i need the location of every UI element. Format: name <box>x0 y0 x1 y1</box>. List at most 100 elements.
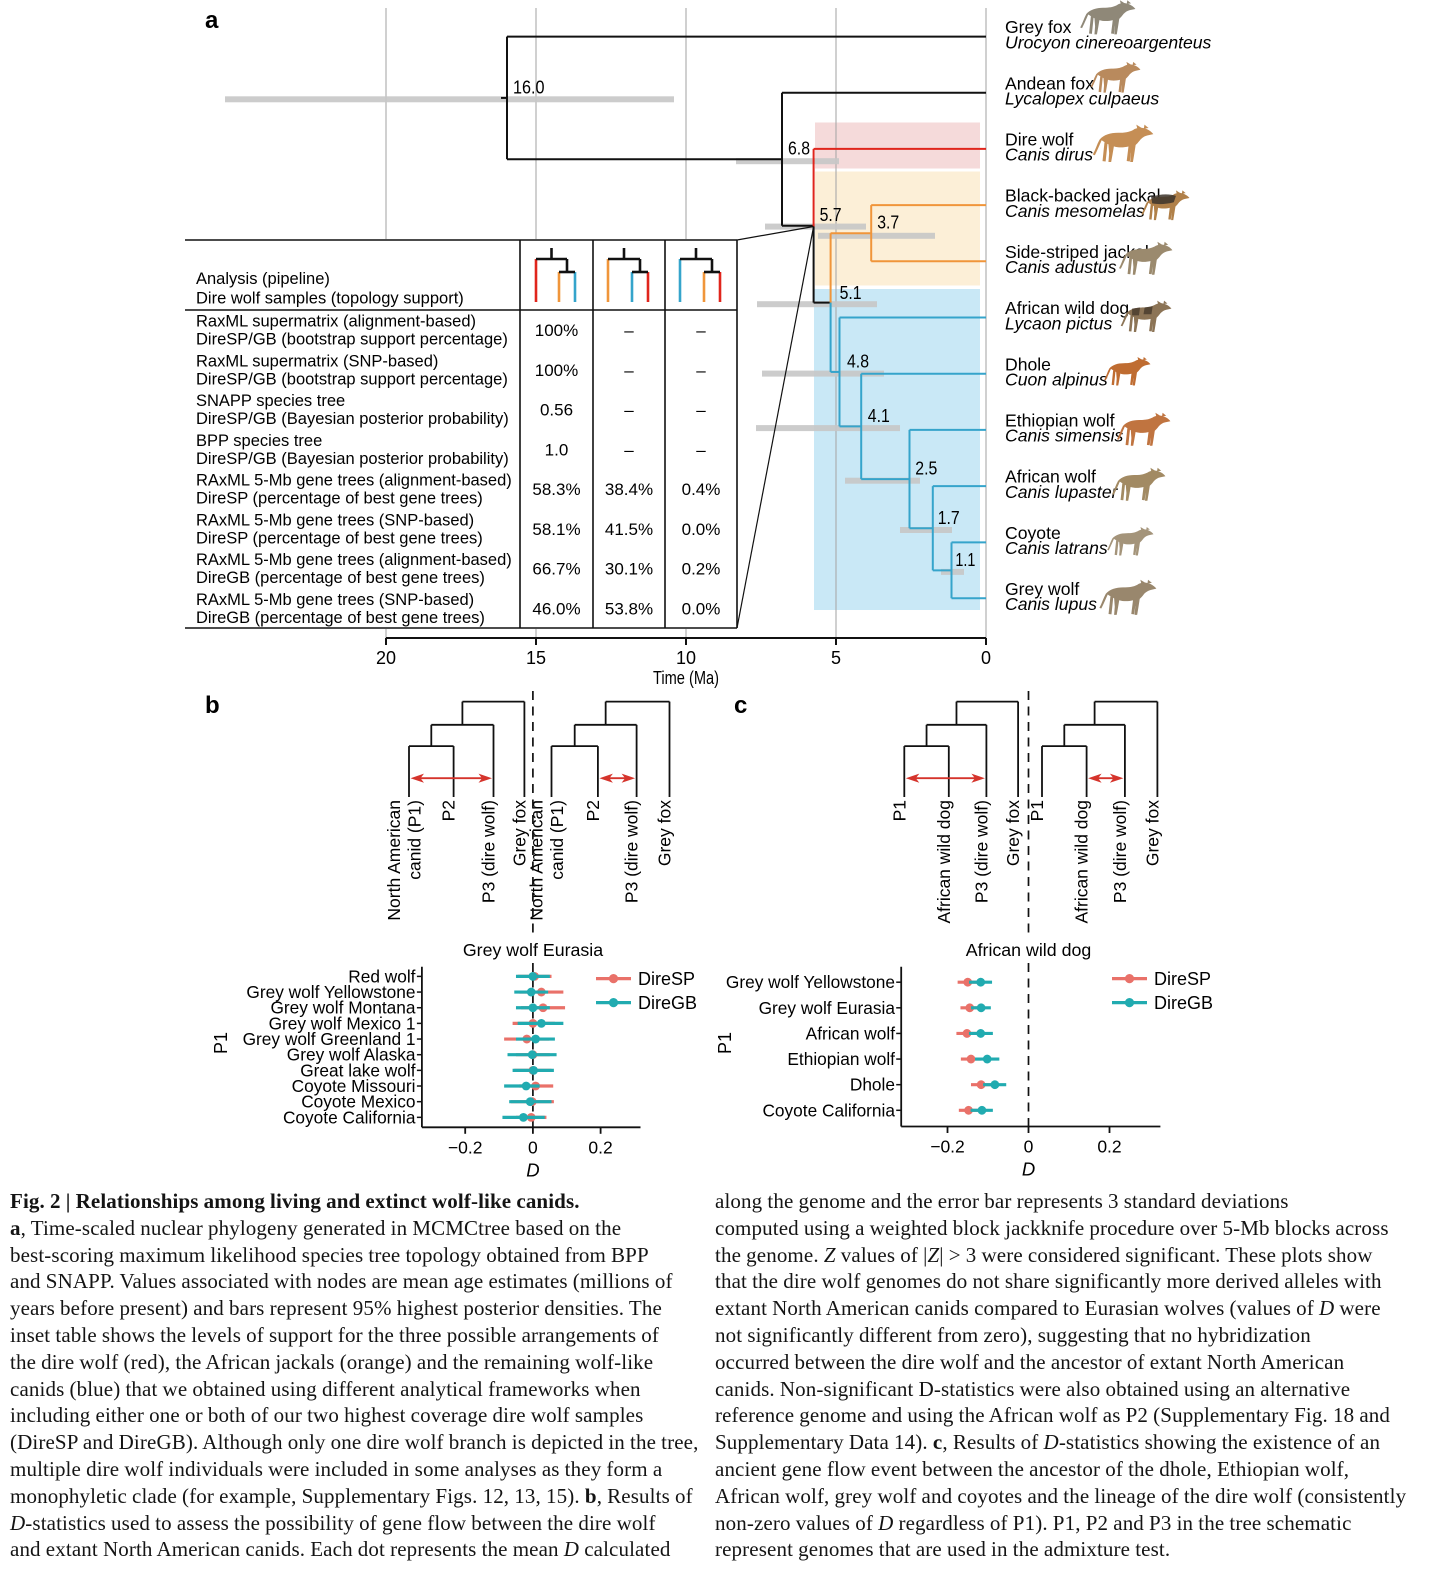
svg-text:0.2: 0.2 <box>588 1137 612 1157</box>
svg-text:Ethiopian wolf: Ethiopian wolf <box>1005 411 1115 431</box>
svg-text:African wild dog: African wild dog <box>1005 298 1129 318</box>
svg-text:RAxML 5-Mb gene trees (alignme: RAxML 5-Mb gene trees (alignment-based) <box>196 472 512 490</box>
svg-text:–: – <box>696 361 706 380</box>
svg-text:DireSP/GB (bootstrap support p: DireSP/GB (bootstrap support percentage) <box>196 370 508 388</box>
svg-text:Great lake wolf: Great lake wolf <box>300 1060 415 1080</box>
svg-text:Grey fox: Grey fox <box>1005 17 1072 37</box>
svg-text:Canis simensis: Canis simensis <box>1005 426 1124 446</box>
svg-text:Coyote: Coyote <box>1005 523 1061 543</box>
svg-text:African wild dog: African wild dog <box>1072 800 1092 924</box>
svg-text:Canis adustus: Canis adustus <box>1005 257 1117 277</box>
svg-text:Dhole: Dhole <box>850 1075 895 1095</box>
svg-text:RaxML supermatrix (SNP-based): RaxML supermatrix (SNP-based) <box>196 352 438 370</box>
svg-text:Canis lupus: Canis lupus <box>1005 594 1097 614</box>
svg-text:Grey fox: Grey fox <box>655 800 675 866</box>
svg-text:P3 (dire wolf): P3 (dire wolf) <box>971 800 991 903</box>
svg-text:Cuon alpinus: Cuon alpinus <box>1005 370 1108 390</box>
svg-text:SNAPP species tree: SNAPP species tree <box>196 392 345 410</box>
svg-text:30.1%: 30.1% <box>605 560 653 579</box>
svg-text:–: – <box>624 361 634 380</box>
svg-text:Grey wolf Eurasia: Grey wolf Eurasia <box>463 940 603 960</box>
svg-text:Dire wolf: Dire wolf <box>1005 130 1074 150</box>
svg-text:Grey wolf Montana: Grey wolf Montana <box>270 998 415 1018</box>
svg-text:0: 0 <box>1024 1137 1034 1157</box>
svg-text:1.1: 1.1 <box>955 550 975 570</box>
svg-text:100%: 100% <box>535 361 578 380</box>
svg-text:Dhole: Dhole <box>1005 354 1051 374</box>
svg-text:Coyote Mexico: Coyote Mexico <box>301 1092 415 1112</box>
svg-text:4.1: 4.1 <box>868 406 890 426</box>
svg-text:P1: P1 <box>1027 800 1047 821</box>
svg-text:–: – <box>696 401 706 420</box>
svg-text:P1: P1 <box>715 1032 735 1054</box>
svg-text:–: – <box>696 321 706 340</box>
svg-text:canid (P1): canid (P1) <box>404 800 424 880</box>
svg-text:5.1: 5.1 <box>840 283 862 303</box>
svg-text:–: – <box>624 401 634 420</box>
svg-text:Grey wolf Eurasia: Grey wolf Eurasia <box>759 998 896 1018</box>
svg-text:Grey wolf Yellowstone: Grey wolf Yellowstone <box>246 982 415 1002</box>
svg-text:DireGB (percentage of best gen: DireGB (percentage of best gene trees) <box>196 609 485 627</box>
svg-text:Coyote California: Coyote California <box>283 1107 416 1127</box>
svg-text:P3 (dire wolf): P3 (dire wolf) <box>1110 800 1130 903</box>
svg-text:5: 5 <box>831 648 841 668</box>
svg-text:Coyote Missouri: Coyote Missouri <box>292 1076 416 1096</box>
svg-text:Canis lupaster: Canis lupaster <box>1005 482 1119 502</box>
svg-text:–: – <box>624 321 634 340</box>
svg-text:DireGB (percentage of best gen: DireGB (percentage of best gene trees) <box>196 569 485 587</box>
svg-text:African wolf: African wolf <box>1005 467 1096 487</box>
svg-text:53.8%: 53.8% <box>605 599 653 618</box>
svg-text:Dire wolf samples (topology su: Dire wolf samples (topology support) <box>196 290 464 308</box>
svg-text:1.0: 1.0 <box>545 440 569 459</box>
svg-text:100%: 100% <box>535 321 578 340</box>
svg-text:0.0%: 0.0% <box>682 599 721 618</box>
svg-text:P1: P1 <box>889 800 909 821</box>
svg-text:58.1%: 58.1% <box>532 520 580 539</box>
svg-text:20: 20 <box>376 648 396 668</box>
svg-text:Side-striped jackal: Side-striped jackal <box>1005 242 1149 262</box>
svg-text:DireSP/GB (bootstrap support p: DireSP/GB (bootstrap support percentage) <box>196 331 508 349</box>
svg-text:15: 15 <box>526 648 546 668</box>
svg-text:41.5%: 41.5% <box>605 520 653 539</box>
svg-text:38.4%: 38.4% <box>605 480 653 499</box>
svg-text:Canis dirus: Canis dirus <box>1005 145 1093 165</box>
svg-text:5.7: 5.7 <box>820 205 842 225</box>
svg-text:D: D <box>1022 1159 1035 1180</box>
svg-text:Grey fox: Grey fox <box>509 800 529 866</box>
svg-text:North American: North American <box>527 800 547 921</box>
svg-text:D: D <box>526 1159 539 1180</box>
svg-text:0.2%: 0.2% <box>682 560 721 579</box>
svg-text:0: 0 <box>981 648 991 668</box>
svg-text:58.3%: 58.3% <box>532 480 580 499</box>
svg-text:0.0%: 0.0% <box>682 520 721 539</box>
svg-text:Grey wolf Yellowstone: Grey wolf Yellowstone <box>726 972 895 992</box>
svg-text:4.8: 4.8 <box>847 351 869 371</box>
svg-text:DireSP: DireSP <box>1154 969 1211 989</box>
svg-text:16.0: 16.0 <box>513 77 545 97</box>
svg-text:3.7: 3.7 <box>877 213 899 233</box>
svg-text:P3 (dire wolf): P3 (dire wolf) <box>622 800 642 903</box>
svg-text:0.2: 0.2 <box>1097 1137 1121 1157</box>
svg-text:Ethiopian wolf: Ethiopian wolf <box>787 1049 895 1069</box>
svg-text:Red wolf: Red wolf <box>348 966 415 986</box>
svg-text:Grey wolf Greenland 1: Grey wolf Greenland 1 <box>243 1029 416 1049</box>
svg-text:North American: North American <box>384 800 404 921</box>
svg-text:Grey fox: Grey fox <box>1142 800 1162 866</box>
svg-text:African wild dog: African wild dog <box>966 940 1092 960</box>
svg-text:Lycalopex culpaeus: Lycalopex culpaeus <box>1005 89 1159 109</box>
svg-text:Urocyon cinereoargenteus: Urocyon cinereoargenteus <box>1005 32 1212 52</box>
svg-text:Lycaon pictus: Lycaon pictus <box>1005 313 1112 333</box>
svg-text:BPP species tree: BPP species tree <box>196 432 322 450</box>
svg-text:Time (Ma): Time (Ma) <box>653 668 719 688</box>
svg-text:Grey wolf Alaska: Grey wolf Alaska <box>287 1045 416 1065</box>
svg-text:African wild dog: African wild dog <box>934 800 954 924</box>
svg-text:P3 (dire wolf): P3 (dire wolf) <box>479 800 499 903</box>
svg-text:RAxML 5-Mb gene trees (SNP-bas: RAxML 5-Mb gene trees (SNP-based) <box>196 511 474 529</box>
svg-text:0: 0 <box>528 1137 538 1157</box>
svg-text:RAxML 5-Mb gene trees (SNP-bas: RAxML 5-Mb gene trees (SNP-based) <box>196 591 474 609</box>
svg-text:Canis mesomelas: Canis mesomelas <box>1005 201 1145 221</box>
svg-text:b: b <box>205 692 220 719</box>
svg-text:66.7%: 66.7% <box>532 560 580 579</box>
svg-text:−0.2: −0.2 <box>930 1137 965 1157</box>
svg-text:P2: P2 <box>439 800 459 821</box>
